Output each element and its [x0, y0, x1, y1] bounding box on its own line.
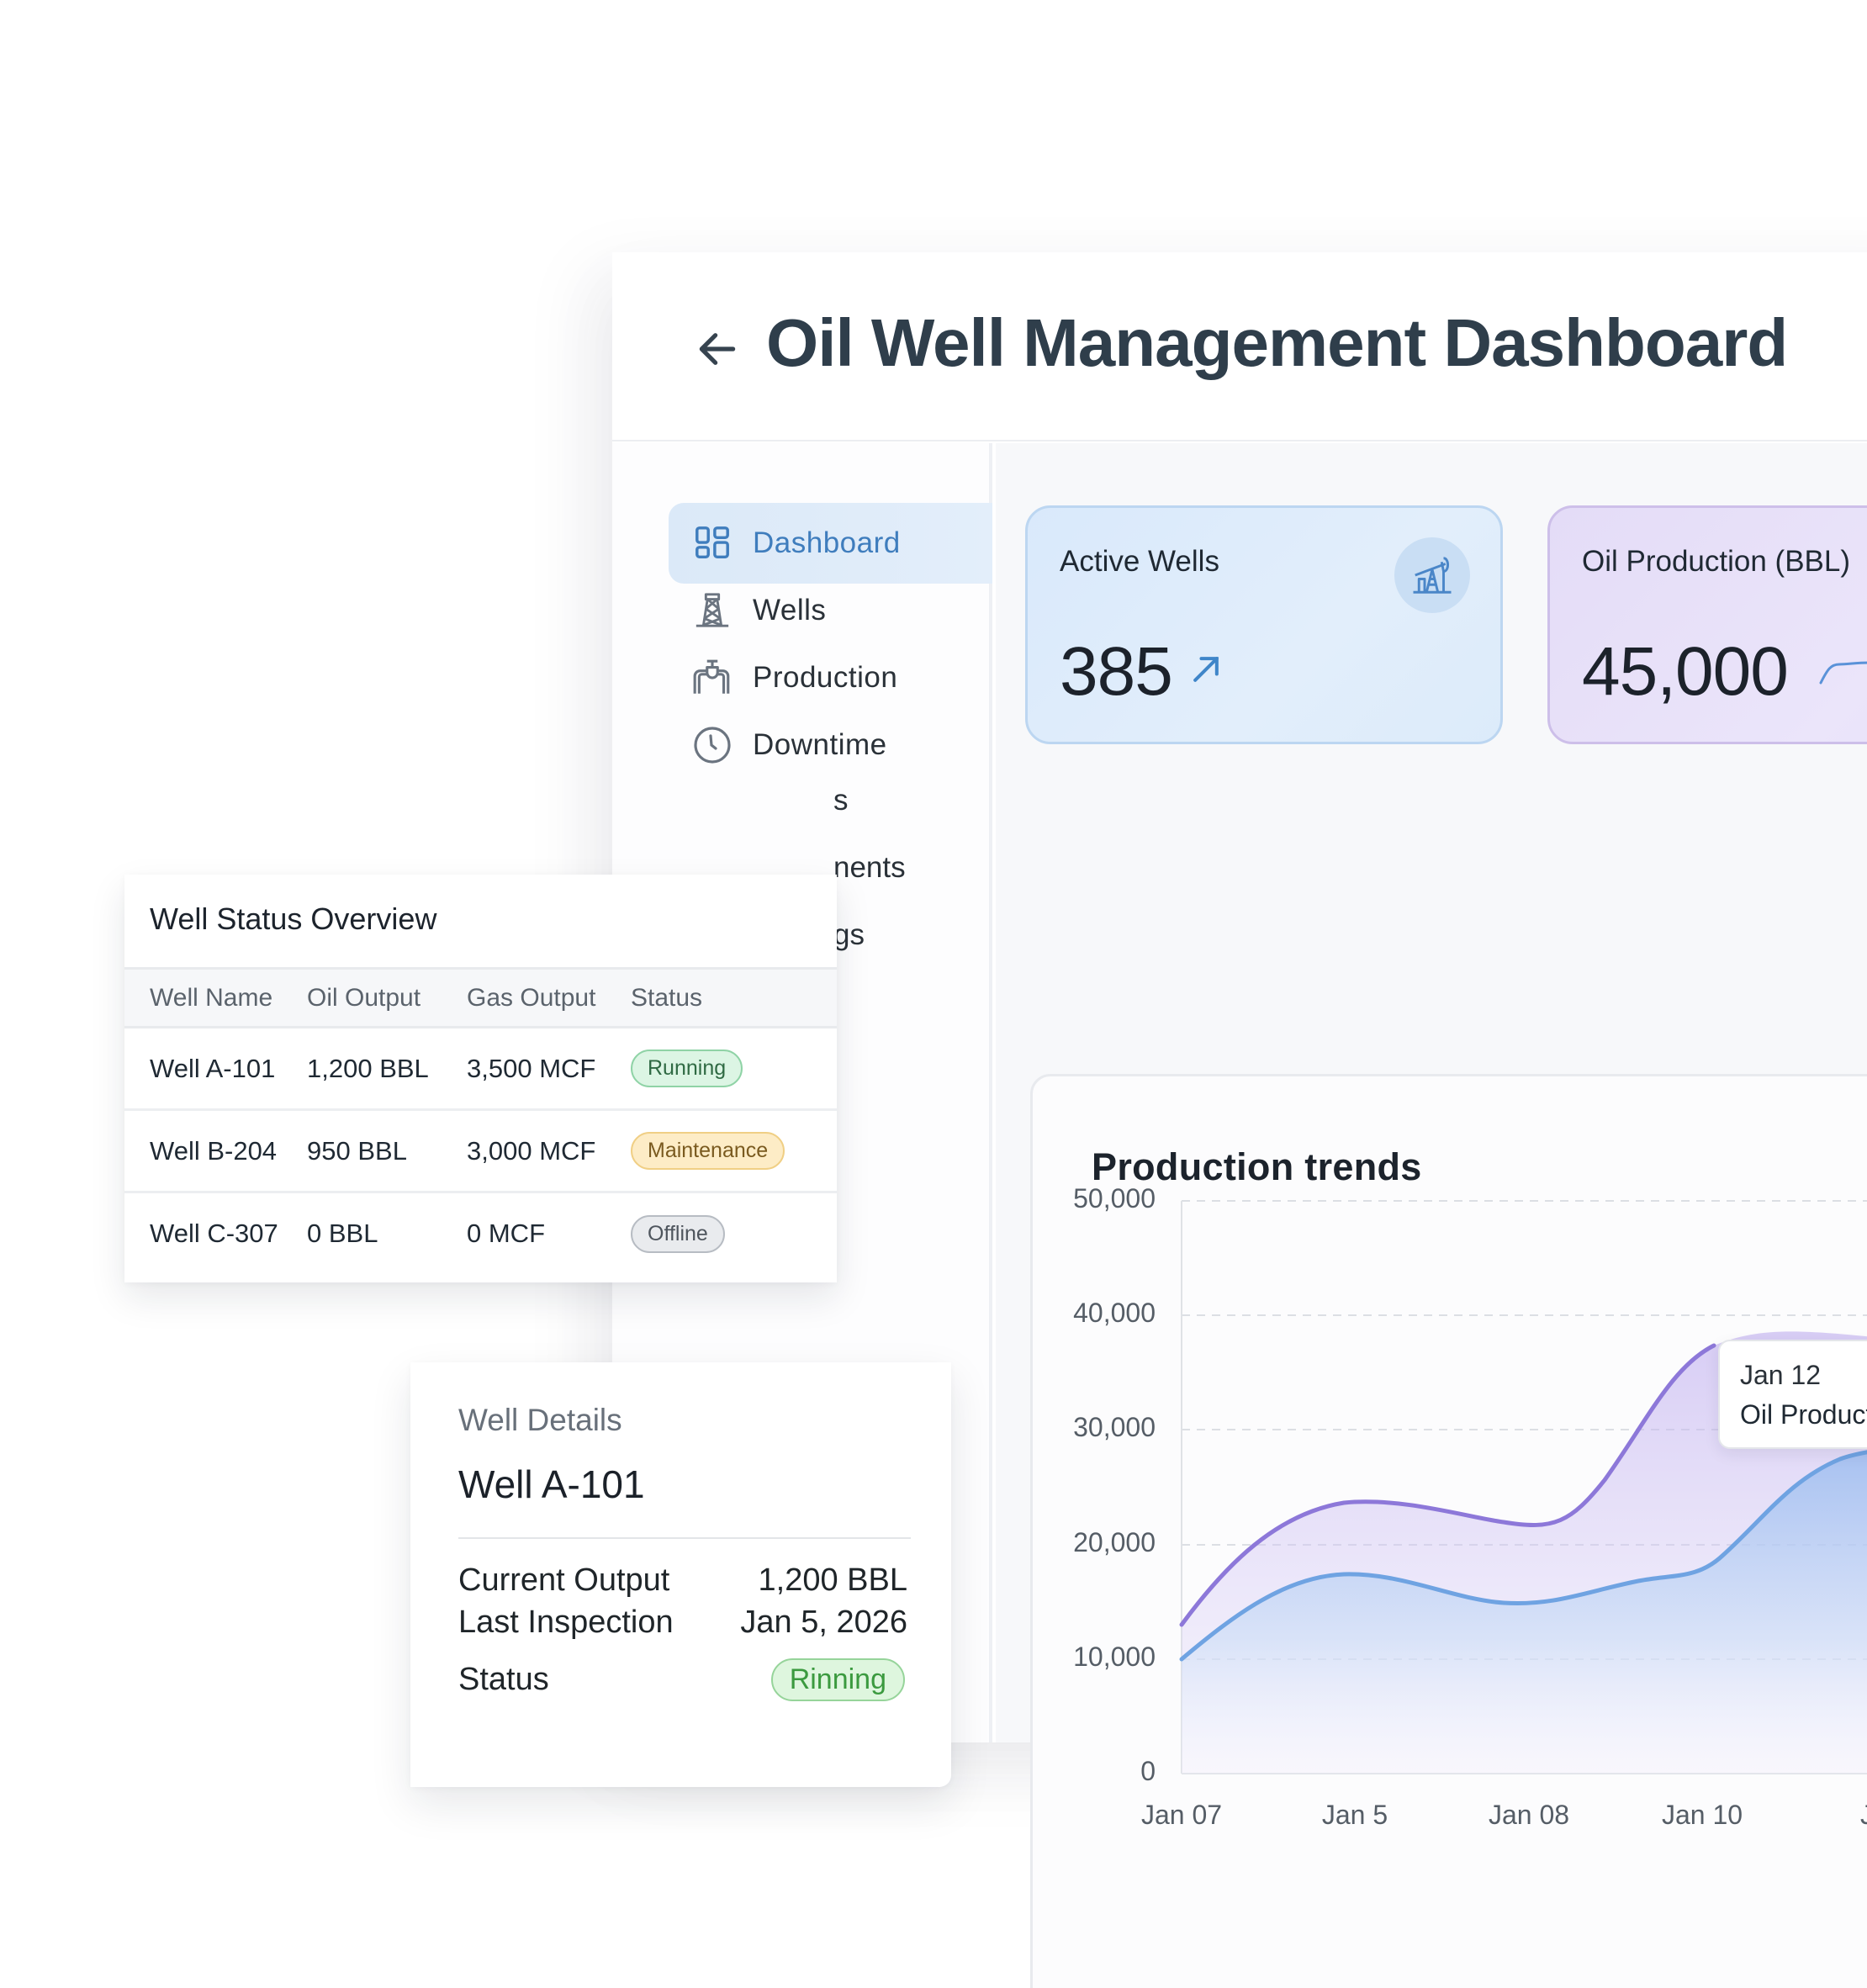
detail-value: 1,200 BBL — [758, 1562, 907, 1598]
detail-row-current-output: Current Output 1,200 BBL — [458, 1562, 907, 1599]
sidebar-item-wells[interactable]: Wells — [669, 570, 992, 651]
chart-tooltip: Jan 12 Oil Production — [1718, 1340, 1867, 1449]
column-header[interactable]: Status — [631, 967, 837, 1028]
page-header: Oil Well Management Dashboard — [612, 252, 1867, 441]
table-row[interactable]: Well A-101 1,200 BBL 3,500 MCF Running — [124, 1027, 837, 1111]
derrick-icon — [690, 589, 734, 632]
kpi-label: Oil Production (BBL) — [1582, 545, 1851, 578]
table-row[interactable]: Well C-307 0 BBL 0 MCF Offline — [124, 1192, 837, 1275]
sidebar-item-production[interactable]: Production — [669, 637, 992, 718]
well-status-table: Well Name Oil Output Gas Output Status W… — [124, 967, 837, 1275]
pipe-valve-icon — [690, 656, 734, 700]
x-tick: Ja… — [1860, 1800, 1867, 1830]
gas-output: 3,500 MCF — [467, 1027, 631, 1111]
well-name: Well C-307 — [150, 1219, 278, 1249]
sidebar-item-obscured[interactable]: nents — [833, 851, 906, 884]
oil-output: 1,200 BBL — [307, 1027, 467, 1111]
arrow-left-icon — [699, 333, 736, 365]
kpi-label: Active Wells — [1060, 545, 1219, 578]
detail-row-status: Status Rinning — [458, 1658, 905, 1701]
well-name: Well B-204 — [124, 1109, 307, 1193]
status-badge: Rinning — [770, 1658, 905, 1701]
card-title: Well Status Overview — [150, 901, 437, 936]
production-trends-card: Production trends — [1030, 1074, 1867, 1988]
y-tick: 40,000 — [1073, 1298, 1156, 1328]
sidebar-item-label: Downtime — [753, 728, 887, 761]
well-name: Well A-101 — [124, 1027, 307, 1111]
kpi-value: 385 — [1060, 633, 1173, 710]
table-row[interactable]: Well B-204 950 BBL 3,000 MCF Maintenance — [124, 1109, 837, 1193]
gas-output: 0 MCF — [467, 1219, 545, 1249]
tooltip-date: Jan 12 — [1740, 1360, 1822, 1390]
sidebar-item-obscured[interactable]: gs — [833, 918, 865, 951]
table-header-row: Well Name Oil Output Gas Output Status — [124, 967, 837, 1028]
detail-label: Status — [458, 1662, 549, 1697]
detail-value: Jan 5, 2026 — [740, 1605, 907, 1640]
kpi-value: 45,000 — [1582, 633, 1789, 710]
tooltip-series: Oil Production — [1740, 1399, 1867, 1430]
kpi-card-oil-production[interactable]: Oil Production (BBL) 45,000 — [1547, 505, 1867, 744]
column-header[interactable]: Gas Output — [467, 967, 631, 1028]
y-tick: 20,000 — [1073, 1527, 1156, 1557]
card-kicker: Well Details — [458, 1403, 622, 1437]
sparkline-icon — [1819, 661, 1867, 685]
detail-label: Last Inspection — [458, 1605, 674, 1640]
detail-label: Current Output — [458, 1562, 670, 1598]
column-header[interactable]: Well Name — [124, 967, 307, 1028]
arrow-up-right-icon — [1193, 657, 1219, 682]
well-details-card: Well Details Well A-101 Current Output 1… — [410, 1362, 951, 1787]
status-badge: Offline — [631, 1214, 725, 1253]
sidebar-item-label: Wells — [753, 594, 827, 627]
status-badge: Running — [631, 1050, 743, 1087]
y-tick: 30,000 — [1073, 1412, 1156, 1442]
y-tick: 0 — [1140, 1756, 1156, 1786]
sidebar-item-downtime[interactable]: Downtime — [669, 705, 992, 785]
page-title: Oil Well Management Dashboard — [766, 305, 1788, 380]
sidebar-item-dashboard[interactable]: Dashboard — [669, 503, 992, 584]
grid-icon — [690, 521, 734, 565]
gas-output: 3,000 MCF — [467, 1109, 631, 1193]
oil-output: 950 BBL — [307, 1109, 467, 1193]
sidebar-item-label: Dashboard — [753, 526, 901, 559]
back-button[interactable] — [688, 320, 747, 378]
kpi-card-active-wells[interactable]: Active Wells 385 — [1025, 505, 1503, 744]
x-tick: Jan 10 — [1661, 1800, 1743, 1830]
x-tick: Jan 08 — [1488, 1800, 1570, 1830]
x-tick: Jan 5 — [1321, 1800, 1388, 1830]
divider — [458, 1537, 911, 1539]
detail-row-last-inspection: Last Inspection Jan 5, 2026 — [458, 1605, 907, 1641]
sidebar-item-obscured[interactable]: s — [833, 784, 849, 817]
y-tick: 10,000 — [1073, 1642, 1156, 1672]
column-header[interactable]: Oil Output — [307, 967, 467, 1028]
y-tick: 50,000 — [1073, 1183, 1156, 1213]
production-area-chart[interactable] — [1033, 1076, 1867, 1988]
oil-output: 0 BBL — [307, 1219, 378, 1249]
dashboard-window: Oil Well Management Dashboard Dashboard — [612, 252, 1867, 1988]
x-tick: Jan 07 — [1140, 1800, 1223, 1830]
status-badge: Maintenance — [631, 1132, 785, 1170]
well-title: Well A-101 — [458, 1462, 645, 1506]
pumpjack-icon — [1394, 537, 1470, 613]
main-content: Active Wells 385 Oil Production (BBL) 45… — [996, 443, 1867, 1988]
well-status-card: Well Status Overview Well Name Oil Outpu… — [124, 875, 837, 1282]
sidebar-item-label: Production — [753, 661, 898, 694]
clock-icon — [690, 723, 734, 767]
chart-title: Production trends — [1092, 1145, 1422, 1188]
